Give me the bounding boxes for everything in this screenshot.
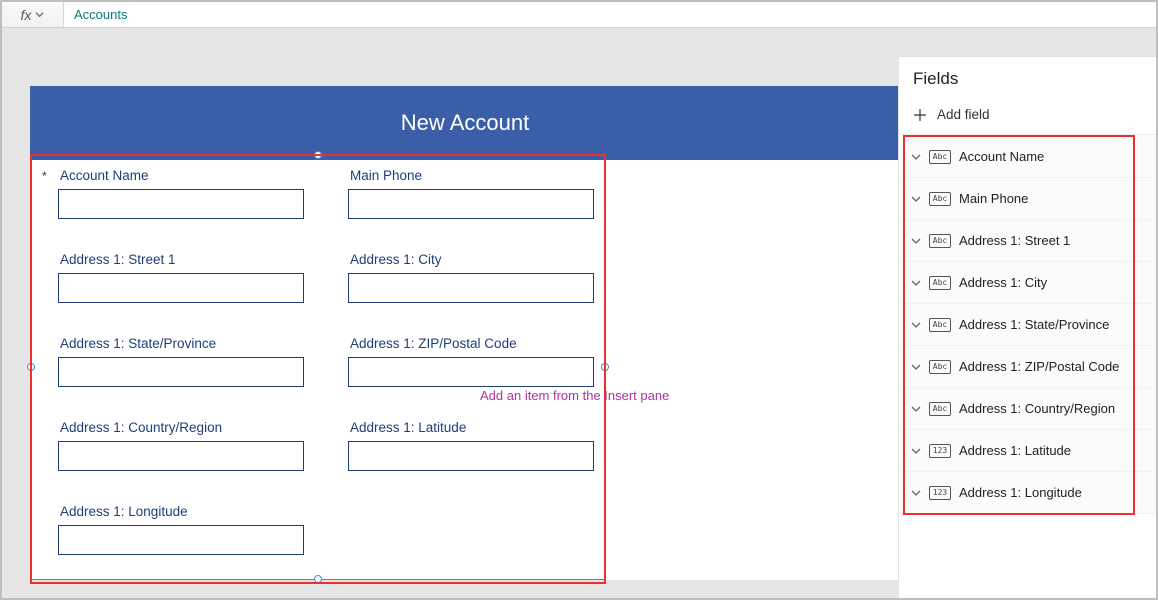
type-badge-number: 123 bbox=[929, 444, 951, 458]
field-item-state[interactable]: Abc Address 1: State/Province bbox=[899, 304, 1156, 346]
form-title-bar: New Account bbox=[30, 86, 900, 160]
field-input[interactable] bbox=[58, 525, 304, 555]
field-item-zip[interactable]: Abc Address 1: ZIP/Postal Code bbox=[899, 346, 1156, 388]
field-item-label: Address 1: Longitude bbox=[959, 485, 1082, 500]
field-item-label: Address 1: City bbox=[959, 275, 1047, 290]
field-item-longitude[interactable]: 123 Address 1: Longitude bbox=[899, 472, 1156, 514]
field-label: Address 1: City bbox=[348, 252, 594, 267]
field-label: Address 1: ZIP/Postal Code bbox=[348, 336, 594, 351]
field-label: Address 1: Longitude bbox=[58, 504, 304, 519]
chevron-down-icon bbox=[911, 320, 921, 330]
type-badge-text: Abc bbox=[929, 234, 951, 248]
field-item-label: Address 1: Country/Region bbox=[959, 401, 1115, 416]
field-latitude[interactable]: Address 1: Latitude bbox=[348, 420, 594, 476]
field-label: Address 1: Street 1 bbox=[58, 252, 304, 267]
add-field-label: Add field bbox=[937, 107, 990, 122]
type-badge-text: Abc bbox=[929, 318, 951, 332]
field-label: Account Name bbox=[58, 168, 304, 183]
field-item-city[interactable]: Abc Address 1: City bbox=[899, 262, 1156, 304]
field-item-latitude[interactable]: 123 Address 1: Latitude bbox=[899, 430, 1156, 472]
chevron-down-icon bbox=[911, 362, 921, 372]
field-city[interactable]: Address 1: City bbox=[348, 252, 594, 308]
chevron-down-icon bbox=[35, 10, 44, 19]
field-account-name[interactable]: Account Name bbox=[58, 168, 304, 224]
formula-input[interactable]: Accounts bbox=[64, 2, 1156, 27]
field-input[interactable] bbox=[348, 441, 594, 471]
canvas: New Account Add an item from the Insert … bbox=[2, 28, 898, 598]
type-badge-text: Abc bbox=[929, 276, 951, 290]
chevron-down-icon bbox=[911, 194, 921, 204]
formula-bar: fx Accounts bbox=[2, 2, 1156, 28]
field-main-phone[interactable]: Main Phone bbox=[348, 168, 594, 224]
fields-panel-title: Fields bbox=[899, 57, 1156, 99]
field-input[interactable] bbox=[348, 357, 594, 387]
add-field-button[interactable]: Add field bbox=[899, 99, 1156, 135]
field-country[interactable]: Address 1: Country/Region bbox=[58, 420, 304, 476]
field-input[interactable] bbox=[348, 273, 594, 303]
type-badge-text: Abc bbox=[929, 192, 951, 206]
field-label: Main Phone bbox=[348, 168, 594, 183]
field-street1[interactable]: Address 1: Street 1 bbox=[58, 252, 304, 308]
field-item-label: Address 1: ZIP/Postal Code bbox=[959, 359, 1119, 374]
field-input[interactable] bbox=[348, 189, 594, 219]
field-item-main-phone[interactable]: Abc Main Phone bbox=[899, 178, 1156, 220]
field-item-label: Address 1: State/Province bbox=[959, 317, 1109, 332]
field-item-label: Address 1: Street 1 bbox=[959, 233, 1070, 248]
field-longitude[interactable]: Address 1: Longitude bbox=[58, 504, 304, 560]
plus-icon bbox=[913, 108, 927, 122]
field-input[interactable] bbox=[58, 273, 304, 303]
form-surface: New Account Add an item from the Insert … bbox=[30, 86, 900, 580]
form-title: New Account bbox=[401, 110, 529, 136]
chevron-down-icon bbox=[911, 278, 921, 288]
field-item-account-name[interactable]: Abc Account Name bbox=[899, 136, 1156, 178]
app-frame: fx Accounts New Account Add an item from… bbox=[0, 0, 1158, 600]
chevron-down-icon bbox=[911, 152, 921, 162]
chevron-down-icon bbox=[911, 488, 921, 498]
fields-panel: Fields Add field Abc Account Name Abc Ma… bbox=[898, 56, 1156, 598]
field-item-label: Account Name bbox=[959, 149, 1044, 164]
resize-handle-left[interactable] bbox=[27, 363, 35, 371]
field-input[interactable] bbox=[58, 189, 304, 219]
field-item-street1[interactable]: Abc Address 1: Street 1 bbox=[899, 220, 1156, 262]
form-body: Add an item from the Insert pane * bbox=[30, 160, 900, 580]
fx-button[interactable]: fx bbox=[2, 2, 64, 27]
field-item-label: Address 1: Latitude bbox=[959, 443, 1071, 458]
formula-value: Accounts bbox=[74, 7, 127, 22]
fx-label: fx bbox=[21, 7, 32, 23]
field-state[interactable]: Address 1: State/Province bbox=[58, 336, 304, 392]
type-badge-number: 123 bbox=[929, 486, 951, 500]
field-item-country[interactable]: Abc Address 1: Country/Region bbox=[899, 388, 1156, 430]
work-area: New Account Add an item from the Insert … bbox=[2, 28, 1156, 598]
resize-handle-right[interactable] bbox=[601, 363, 609, 371]
field-label: Address 1: State/Province bbox=[58, 336, 304, 351]
field-item-label: Main Phone bbox=[959, 191, 1028, 206]
field-input[interactable] bbox=[58, 441, 304, 471]
required-asterisk: * bbox=[42, 169, 47, 183]
type-badge-text: Abc bbox=[929, 150, 951, 164]
type-badge-text: Abc bbox=[929, 402, 951, 416]
chevron-down-icon bbox=[911, 236, 921, 246]
fields-list: Abc Account Name Abc Main Phone Abc Addr… bbox=[899, 135, 1156, 514]
field-label: Address 1: Latitude bbox=[348, 420, 594, 435]
form-field-grid[interactable]: * Account Name Main Phone bbox=[40, 168, 596, 588]
chevron-down-icon bbox=[911, 446, 921, 456]
chevron-down-icon bbox=[911, 404, 921, 414]
field-label: Address 1: Country/Region bbox=[58, 420, 304, 435]
type-badge-text: Abc bbox=[929, 360, 951, 374]
field-zip[interactable]: Address 1: ZIP/Postal Code bbox=[348, 336, 594, 392]
field-input[interactable] bbox=[58, 357, 304, 387]
